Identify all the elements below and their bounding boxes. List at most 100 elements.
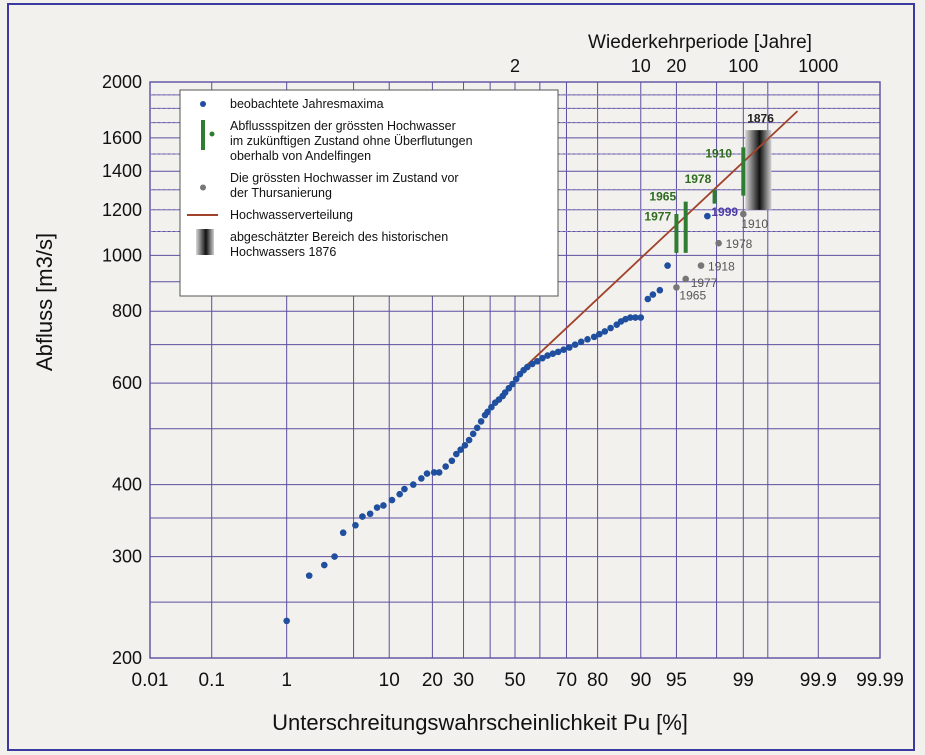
observed-point [488,403,495,411]
x-tick-label: 95 [666,670,687,691]
y-tick-label: 600 [112,373,142,393]
observed-point [401,485,408,493]
observed-point [607,324,614,332]
point-label: 1978 [726,237,753,251]
legend-label: beobachtete Jahresmaxima [230,97,384,111]
observed-point [554,348,562,356]
point-label: 1965 [649,190,676,204]
observed-point [396,490,403,498]
y-tick-label: 2000 [102,72,142,92]
observed-point [644,295,652,303]
observed-point [539,354,546,362]
y-axis-title: Abfluss [m3/s] [32,233,57,371]
observed-point [512,375,520,383]
observed-point [331,553,338,560]
legend-symbol-observed [200,101,206,107]
point-label: 1965 [679,288,706,302]
legend-symbol-future-dot [209,131,215,137]
point-label: 1978 [685,172,712,186]
observed-point [418,475,425,482]
legend-label: Hochwassers 1876 [230,245,336,259]
y-tick-label: 1200 [102,200,142,220]
y-tick-label: 800 [112,301,142,321]
legend-label: abgeschätzter Bereich des historischen [230,230,448,244]
historic-1876-range [745,130,772,210]
observed-point [435,469,443,476]
observed-point [409,481,417,488]
legend-label: Hochwasserverteilung [230,208,353,222]
observed-point [566,344,573,351]
observed-point [601,328,609,335]
observed-point [596,330,603,338]
observed-point [473,424,481,432]
x-tick-label: 70 [556,670,577,691]
observed-point [453,450,460,458]
x-tick-label: 99.9 [800,670,837,691]
legend-label: der Thursanierung [230,186,332,200]
x-axis-title: Unterschreitungswahrscheinlichkeit Pu [%… [272,710,688,735]
y-tick-label: 200 [112,648,142,668]
observed-point [477,418,485,425]
x-tick-label: 99.99 [856,670,904,691]
point-label: 1999 [711,205,738,219]
y-tick-label: 300 [112,547,142,567]
observed-point [352,521,359,529]
chart-frame [7,3,915,751]
observed-point [560,346,567,353]
top-tick-label: 1000 [798,56,838,76]
y-tick-label: 1400 [102,161,142,181]
observed-point [373,504,381,511]
observed-point [448,457,456,465]
x-tick-label: 0.1 [199,670,225,691]
point-label: 1918 [708,260,735,274]
observed-point [430,469,438,476]
observed-point [305,572,313,579]
historic-point [673,284,680,291]
observed-point [549,350,557,358]
x-tick-label: 10 [379,670,400,691]
observed-point [524,363,531,371]
observed-point [366,510,374,518]
top-tick-label: 100 [728,56,758,76]
point-label: 1910 [741,217,768,231]
observed-point [283,617,290,625]
x-tick-label: 90 [630,670,651,691]
observed-point [637,314,645,321]
observed-point [529,360,536,368]
point-label: 1876 [747,112,774,126]
x-tick-label: 20 [422,670,443,691]
point-label: 1977 [644,209,671,223]
observed-point [577,338,585,346]
legend-label: Abflussspitzen der grössten Hochwasser [230,119,456,133]
observed-point [704,212,711,220]
historic-point [682,275,689,283]
x-tick-label: 30 [453,670,474,691]
legend-label: oberhalb von Andelfingen [230,149,371,163]
point-label: 1977 [691,276,718,290]
point-label: 1910 [705,146,732,160]
observed-point [461,442,469,449]
observed-point [380,502,387,509]
observed-point [501,389,509,396]
observed-point [484,408,491,416]
observed-point [320,561,328,569]
observed-point [584,336,591,343]
observed-point [423,470,431,477]
observed-point [339,529,347,537]
observed-point [664,262,671,269]
x-tick-label: 0.01 [132,670,169,691]
observed-point [656,286,664,294]
observed-point [457,446,464,453]
observed-point [627,314,634,321]
x-tick-label: 80 [587,670,608,691]
top-tick-label: 20 [666,56,686,76]
top-tick-label: 10 [631,56,651,76]
observed-point [359,513,366,520]
observed-point [544,352,551,359]
observed-point [509,380,516,388]
historic-point [740,210,747,218]
historic-point [697,262,705,269]
legend-box [179,89,559,297]
x-tick-label: 1 [281,670,292,691]
